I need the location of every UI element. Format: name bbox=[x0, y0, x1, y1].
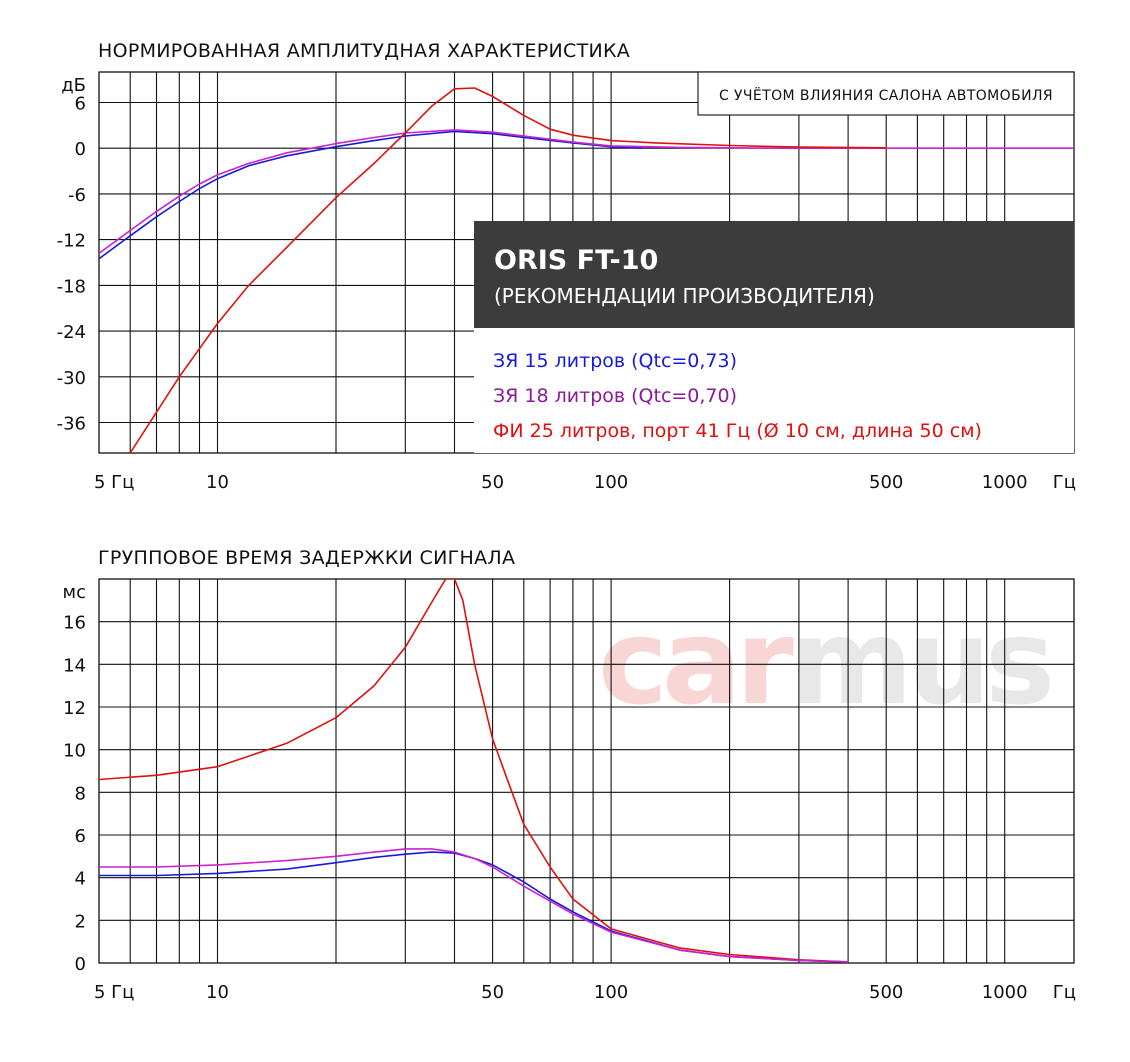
series-line bbox=[99, 848, 849, 963]
series-line bbox=[99, 130, 643, 260]
series-line bbox=[99, 851, 849, 963]
watermark-car: car bbox=[598, 593, 794, 731]
product-header bbox=[474, 221, 1074, 328]
annotation-text: С УЧЁТОМ ВЛИЯНИЯ САЛОНА АВТОМОБИЛЯ bbox=[719, 86, 1053, 104]
x-tick-label: 5 Гц bbox=[94, 982, 134, 1003]
y-unit-label: дБ bbox=[61, 75, 86, 96]
y-tick-label: 0 bbox=[75, 139, 86, 160]
watermark-mus: mus bbox=[790, 593, 1050, 731]
series-group bbox=[99, 579, 849, 963]
x-tick-label: 500 bbox=[869, 982, 903, 1003]
legend-entry: ФИ 25 литров, порт 41 Гц (Ø 10 см, длина… bbox=[493, 420, 982, 442]
series-line bbox=[129, 87, 887, 453]
x-tick-label: 100 bbox=[594, 472, 628, 493]
y-tick-label: 0 bbox=[75, 954, 86, 975]
y-unit-label: мс bbox=[63, 582, 86, 603]
y-tick-label: -6 bbox=[68, 185, 86, 206]
x-tick-label: Гц bbox=[1053, 472, 1076, 493]
y-tick-label: -12 bbox=[57, 231, 86, 252]
x-tick-label: 50 bbox=[481, 472, 504, 493]
product-title: ORIS FT-10 bbox=[494, 245, 658, 276]
y-tick-label: -30 bbox=[57, 368, 86, 389]
x-tick-label: 1000 bbox=[982, 982, 1028, 1003]
x-tick-label: 1000 bbox=[982, 472, 1028, 493]
series-line bbox=[99, 579, 849, 963]
x-tick-label: 5 Гц bbox=[94, 472, 134, 493]
x-tick-label: 100 bbox=[594, 982, 628, 1003]
x-tick-label: 10 bbox=[206, 982, 229, 1003]
y-tick-label: 12 bbox=[63, 698, 86, 719]
annotation-box bbox=[697, 71, 1075, 116]
legend-entry: ЗЯ 18 литров (Qtc=0,70) bbox=[493, 385, 737, 407]
y-tick-label: 4 bbox=[75, 869, 86, 890]
series-line bbox=[99, 129, 1074, 255]
y-tick-label: 10 bbox=[63, 741, 86, 762]
y-tick-label: 14 bbox=[63, 655, 86, 676]
series-group bbox=[99, 87, 1074, 453]
product-box-overlay: ORIS FT-10 (РЕКОМЕНДАЦИИ ПРОИЗВОДИТЕЛЯ) ЗЯ… bbox=[474, 221, 1074, 453]
x-tick-label: 10 bbox=[206, 472, 229, 493]
legend-entry: ЗЯ 15 литров (Qtc=0,73) bbox=[493, 350, 737, 372]
y-tick-label: 8 bbox=[75, 783, 86, 804]
x-tick-label: 500 bbox=[869, 472, 903, 493]
y-tick-label: 6 bbox=[75, 826, 86, 847]
y-tick-label: -24 bbox=[57, 322, 86, 343]
product-subtitle: (РЕКОМЕНДАЦИИ ПРОИЗВОДИТЕЛЯ) bbox=[494, 284, 875, 308]
x-tick-label: 50 bbox=[481, 982, 504, 1003]
gd-panel: мс 16 14 12 10 8 6 4 2 0 5 Гц 10 50 100 500 1000 Гц bbox=[63, 578, 1076, 1003]
plot-frame bbox=[98, 578, 1075, 964]
y-tick-label: -36 bbox=[57, 414, 86, 435]
y-tick-label: 6 bbox=[75, 94, 86, 115]
watermark: car mus bbox=[598, 593, 1056, 731]
y-tick-label: 16 bbox=[63, 613, 86, 634]
chart-title-amplitude: НОРМИРОВАННАЯ АМПЛИТУДНАЯ ХАРАКТЕРИСТИКА bbox=[98, 40, 631, 62]
chart-title-group-delay: ГРУППОВОЕ ВРЕМЯ ЗАДЕРЖКИ СИГНАЛА bbox=[98, 547, 516, 569]
x-tick-label: Гц bbox=[1053, 982, 1076, 1003]
y-tick-label: 2 bbox=[75, 911, 86, 932]
y-tick-label: -18 bbox=[57, 276, 86, 297]
amp-panel: дБ6 0 -6 -12 -18 -24 -30 -36 5 Гц 10 50 100 500 1000 Г… bbox=[57, 71, 1076, 493]
